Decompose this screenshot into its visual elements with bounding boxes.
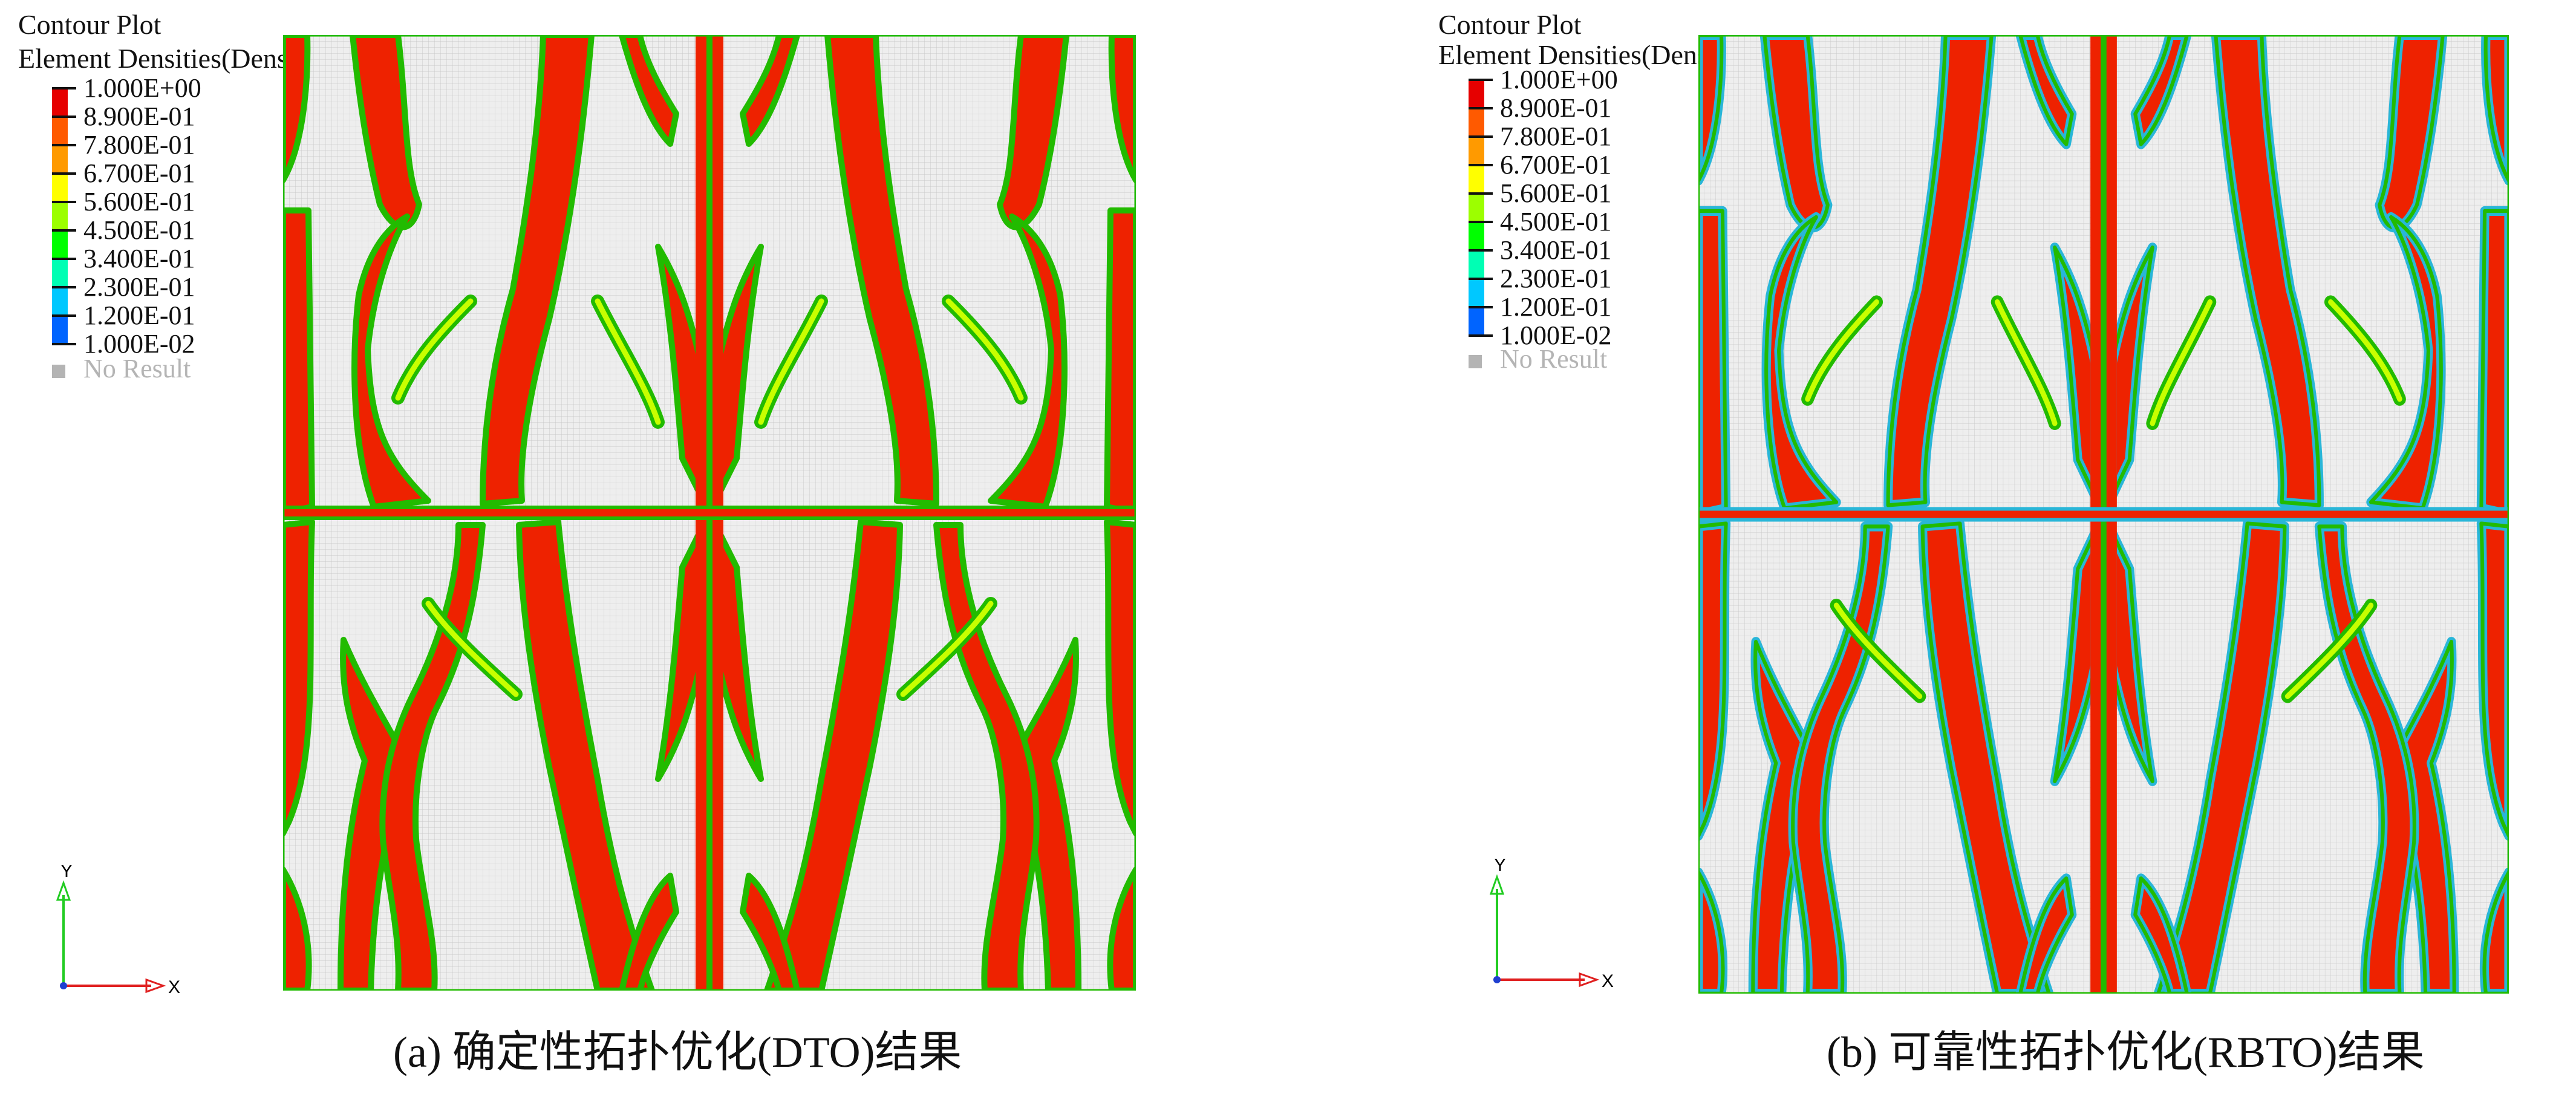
legend-swatch <box>1469 279 1484 307</box>
density-contour-image <box>1698 35 2509 994</box>
no-result-label: No Result <box>1500 344 1608 374</box>
panel-dto: Contour Plot Element Densities(Density) … <box>18 9 1136 1076</box>
legend-swatch <box>52 117 68 145</box>
legend-level-label: 5.600E-01 <box>1500 178 1612 208</box>
figure-caption: (b) 可靠性拓扑优化(RBTO)结果 <box>1827 1028 2425 1076</box>
x-axis-label: X <box>1602 971 1614 991</box>
legend-level-label: 4.500E-01 <box>1500 207 1612 236</box>
legend-level-label: 1.000E-02 <box>1500 321 1612 350</box>
legend-swatch <box>1469 222 1484 250</box>
legend-level-label: 2.300E-01 <box>83 272 195 302</box>
legend-level-label: 6.700E-01 <box>83 158 195 188</box>
x-axis-label: X <box>168 977 180 997</box>
density-plot <box>1698 35 2509 994</box>
legend-swatch <box>1469 194 1484 222</box>
legend-level-label: 8.900E-01 <box>1500 93 1612 123</box>
no-result-swatch <box>1469 354 1482 368</box>
legend-title: Contour Plot <box>1438 9 1582 40</box>
legend-swatch <box>52 259 68 287</box>
legend-level-label: 5.600E-01 <box>83 187 195 217</box>
legend-level-label: 2.300E-01 <box>1500 264 1612 293</box>
axis-triad: Y X <box>1476 855 1621 1001</box>
legend-level-label: 1.200E-01 <box>83 301 195 330</box>
density-contour-image <box>283 35 1136 991</box>
no-result-legend: No Result <box>1469 344 1607 374</box>
legend-subtitle: Element Densities(Density) <box>1438 39 1747 70</box>
legend-swatch <box>52 230 68 259</box>
y-axis-label: Y <box>1494 859 1506 875</box>
figure-caption: (a) 确定性拓扑优化(DTO)结果 <box>393 1028 962 1076</box>
legend-level-label: 1.200E-01 <box>1500 292 1612 322</box>
no-result-label: No Result <box>83 354 191 383</box>
legend-swatch <box>52 316 68 344</box>
legend-level-label: 7.800E-01 <box>83 130 195 160</box>
legend-level-label: 3.400E-01 <box>1500 235 1612 265</box>
legend-swatch <box>1469 250 1484 279</box>
legend-swatch <box>1469 137 1484 165</box>
legend-level-label: 1.000E+00 <box>83 73 201 103</box>
legend-level-label: 1.000E+00 <box>1500 65 1618 94</box>
legend-level-label: 7.800E-01 <box>1500 122 1612 151</box>
no-result-swatch <box>52 364 65 378</box>
legend-swatch <box>1469 307 1484 336</box>
legend-level-label: 6.700E-01 <box>1500 150 1612 180</box>
legend-swatch <box>1469 108 1484 137</box>
legend-swatch <box>52 287 68 316</box>
no-result-legend: No Result <box>52 353 191 384</box>
y-axis-label: Y <box>60 865 73 881</box>
axis-triad: Y X <box>42 861 187 1007</box>
panel-rbto: Contour Plot Element Densities(Density) … <box>1403 0 2576 1094</box>
density-plot <box>283 35 1136 991</box>
legend-title: Contour Plot <box>18 9 161 40</box>
legend-subtitle: Element Densities(Density) <box>18 43 327 74</box>
legend-swatch <box>52 88 68 117</box>
legend-level-label: 1.000E-02 <box>83 329 195 359</box>
legend-swatch <box>52 145 68 174</box>
legend-level-label: 4.500E-01 <box>83 215 195 245</box>
legend-swatch <box>52 174 68 202</box>
legend-swatch <box>52 202 68 230</box>
legend-level-label: 8.900E-01 <box>83 102 195 131</box>
legend-level-label: 3.400E-01 <box>83 244 195 273</box>
legend-swatch <box>1469 165 1484 194</box>
legend-swatch <box>1469 80 1484 108</box>
